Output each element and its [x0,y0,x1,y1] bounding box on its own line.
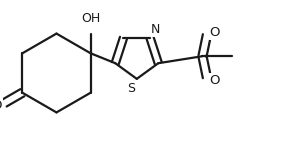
Text: OH: OH [81,12,100,25]
Text: O: O [210,74,220,87]
Text: O: O [210,26,220,39]
Text: N: N [151,23,160,36]
Text: S: S [127,82,135,95]
Text: O: O [0,99,2,112]
